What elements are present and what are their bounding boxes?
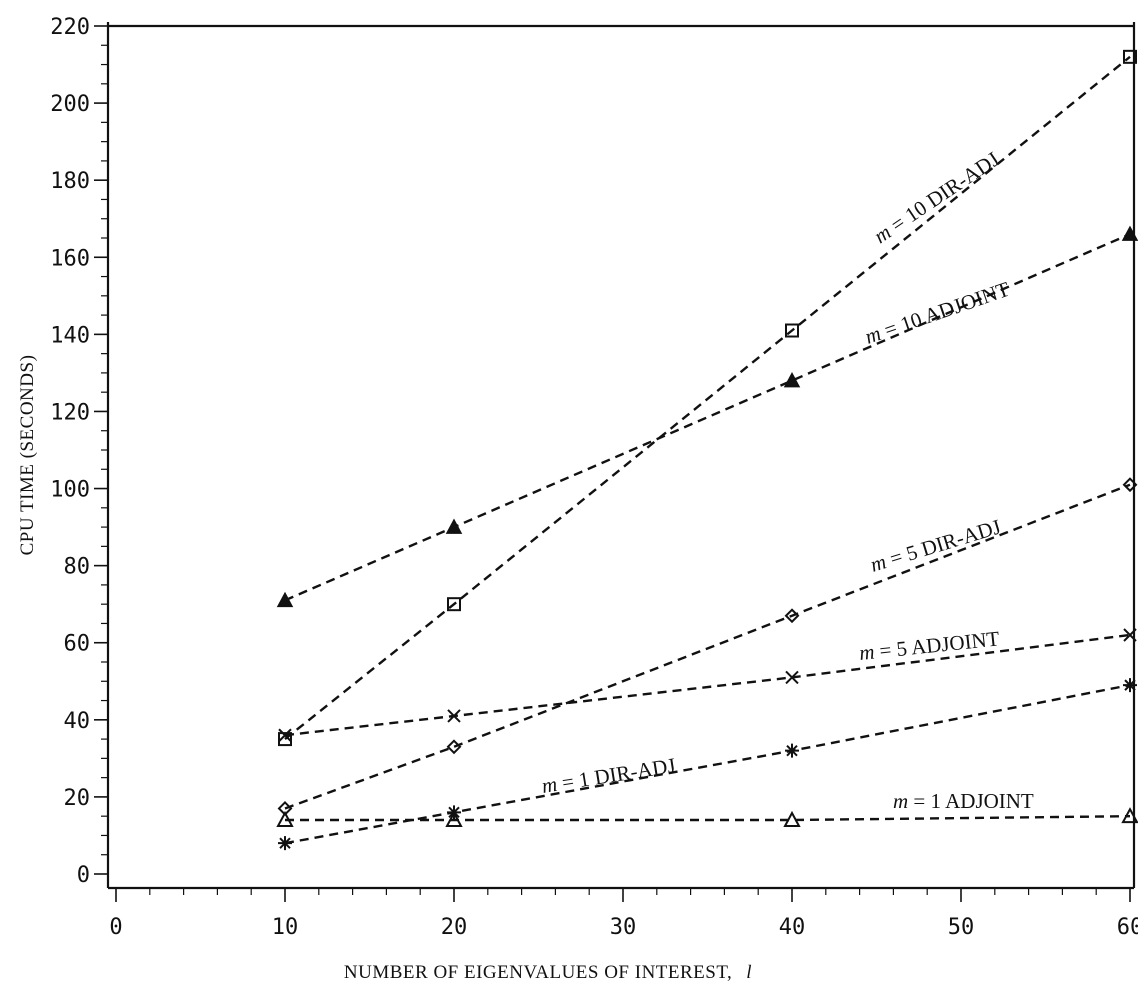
filled-triangle-marker: [783, 372, 801, 388]
series-line: [284, 232, 1131, 602]
x-marker: [447, 709, 461, 723]
y-tick-label: 200: [50, 92, 90, 117]
y-tick-label: 40: [64, 709, 91, 734]
x-marker: [1123, 628, 1137, 642]
y-tick-label: 20: [64, 786, 91, 811]
y-tick-label: 220: [50, 15, 90, 40]
axis-ticks: 0 20 40 60 80 100 120 140 160 180 200 220 0 10 20 30 40 5…: [50, 15, 1138, 940]
diamond-marker: [446, 739, 462, 755]
series-label: m = 10 DIR-ADJ: [869, 147, 1003, 248]
star-marker: [1123, 678, 1137, 693]
triangle-marker: [276, 810, 294, 828]
square-marker: [447, 597, 461, 612]
x-marker: [278, 728, 292, 742]
triangle-marker: [1121, 807, 1138, 824]
y-tick-label: 120: [50, 400, 90, 425]
y-tick-label: 180: [50, 169, 90, 194]
y-tick-label: 0: [77, 863, 90, 888]
series-line: [284, 55, 1131, 741]
y-tick-label: 140: [50, 323, 90, 348]
star-marker: [278, 836, 292, 851]
x-tick-label: 40: [779, 915, 806, 940]
square-marker: [1123, 49, 1137, 64]
square-marker: [785, 323, 799, 338]
x-tick-label: 50: [948, 915, 975, 940]
triangle-marker: [445, 810, 463, 828]
diamond-marker: [1122, 477, 1138, 493]
square-marker: [278, 732, 292, 747]
x-tick-label: 30: [610, 915, 637, 940]
series-line: [285, 815, 1131, 822]
y-tick-label: 100: [50, 478, 90, 503]
x-tick-label: 10: [272, 915, 299, 940]
x-axis-title: NUMBER OF EIGENVALUES OF INTEREST, l: [344, 962, 752, 983]
series-label: m = 1 DIR-ADJ: [540, 753, 677, 798]
series-labels: m = 10 DIR-ADJ m = 10 ADJOINT m = 5 DIR-AD…: [540, 147, 1034, 813]
x-tick-label: 20: [441, 915, 468, 940]
x-tick-label: 60: [1117, 915, 1138, 940]
plot-frame: [106, 22, 1136, 890]
series-lines: [284, 55, 1131, 845]
series-label: m = 5 DIR-ADJ: [867, 514, 1003, 576]
series-line: [284, 633, 1131, 737]
y-tick-label: 60: [64, 632, 91, 657]
x-marker: [785, 670, 799, 685]
filled-triangle-marker: [1121, 225, 1138, 241]
x-axis-symbol: l: [746, 962, 752, 983]
y-tick-label: 160: [50, 246, 90, 271]
series-label: m = 10 ADJOINT: [862, 277, 1013, 349]
triangle-marker: [783, 810, 801, 828]
filled-triangle-marker: [276, 591, 294, 608]
star-marker: [785, 743, 799, 758]
diamond-marker: [784, 608, 800, 624]
x-tick-label: 0: [109, 915, 122, 940]
y-axis-title: CPU TIME (SECONDS): [17, 355, 38, 556]
y-tick-label: 80: [64, 555, 91, 580]
series-label: m = 1 ADJOINT: [893, 789, 1034, 813]
series-line: [284, 483, 1131, 810]
series-markers: [276, 49, 1138, 851]
filled-triangle-marker: [445, 518, 463, 534]
